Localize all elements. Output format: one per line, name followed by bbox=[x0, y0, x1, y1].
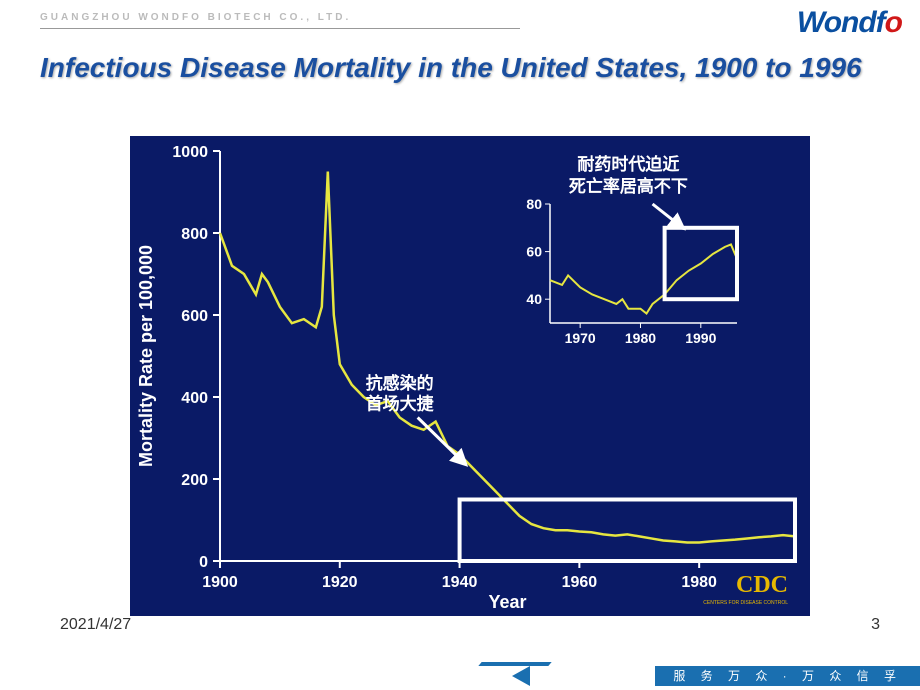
svg-text:1970: 1970 bbox=[565, 330, 596, 346]
header: GUANGZHOU WONDFO BIOTECH CO., LTD. bbox=[40, 12, 900, 42]
mortality-chart: 1900 1920 1940 1960 1980 0 200 400 600 800 1000 Yea… bbox=[130, 136, 810, 616]
svg-text:Mortality Rate per 100,000: Mortality Rate per 100,000 bbox=[136, 245, 156, 467]
svg-text:40: 40 bbox=[526, 291, 542, 307]
svg-text:60: 60 bbox=[526, 244, 542, 260]
svg-text:1980: 1980 bbox=[681, 574, 717, 591]
svg-text:1960: 1960 bbox=[562, 574, 598, 591]
footer-page-number: 3 bbox=[871, 616, 880, 634]
svg-text:CENTERS FOR DISEASE CONTROL: CENTERS FOR DISEASE CONTROL bbox=[703, 600, 788, 606]
svg-text:400: 400 bbox=[181, 390, 208, 407]
brand-logo: Wondfo bbox=[797, 6, 902, 40]
svg-text:0: 0 bbox=[199, 554, 208, 571]
svg-text:1900: 1900 bbox=[202, 574, 238, 591]
svg-text:1000: 1000 bbox=[172, 144, 208, 161]
svg-text:CDC: CDC bbox=[736, 572, 788, 598]
svg-text:200: 200 bbox=[181, 472, 208, 489]
svg-text:80: 80 bbox=[526, 196, 542, 212]
svg-text:死亡率居高不下: 死亡率居高不下 bbox=[569, 176, 688, 196]
ribbon-text: 服 务 万 众 · 万 众 信 孚 bbox=[655, 666, 920, 686]
company-name: GUANGZHOU WONDFO BIOTECH CO., LTD. bbox=[40, 12, 900, 23]
svg-text:1920: 1920 bbox=[322, 574, 358, 591]
svg-text:800: 800 bbox=[181, 226, 208, 243]
footer-date: 2021/4/27 bbox=[60, 616, 131, 634]
logo-text-accent: o bbox=[885, 6, 902, 39]
svg-text:Year: Year bbox=[488, 592, 526, 612]
footer-ribbon: 服 务 万 众 · 万 众 信 孚 bbox=[0, 662, 920, 690]
svg-text:1980: 1980 bbox=[625, 330, 656, 346]
header-rule bbox=[40, 28, 520, 29]
svg-text:600: 600 bbox=[181, 308, 208, 325]
svg-text:1990: 1990 bbox=[685, 330, 716, 346]
logo-text-main: Wondf bbox=[797, 6, 885, 39]
svg-text:1940: 1940 bbox=[442, 574, 478, 591]
svg-text:耐药时代迫近: 耐药时代迫近 bbox=[577, 154, 679, 174]
svg-text:抗感染的: 抗感染的 bbox=[366, 373, 434, 393]
ribbon-triangle bbox=[512, 666, 530, 686]
svg-text:首场大捷: 首场大捷 bbox=[366, 393, 435, 413]
slide-title: Infectious Disease Mortality in the Unit… bbox=[40, 50, 880, 85]
